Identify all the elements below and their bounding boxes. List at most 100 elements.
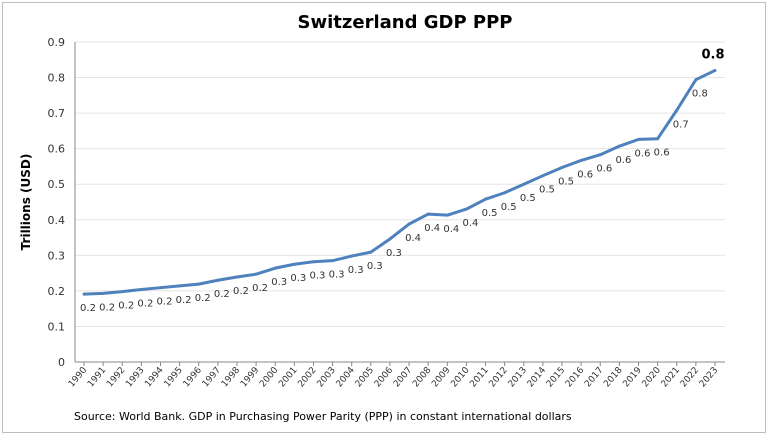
x-tick-label: 2023 [698,366,720,390]
data-point [464,207,468,211]
x-tick-label: 1999 [239,365,262,389]
data-label: 0.2 [214,289,230,300]
x-tick-label: 2010 [449,365,472,389]
data-point [120,290,124,294]
x-tick-label: 2020 [641,365,664,389]
data-point [598,153,602,157]
data-label: 0.2 [252,283,268,294]
data-label: 0.2 [157,297,173,308]
data-label: 0.6 [615,155,631,166]
data-point [197,282,201,286]
x-tick-label: 2006 [373,365,396,389]
data-point [311,260,315,264]
data-label: 0.3 [386,248,402,259]
x-tick-label: 1990 [67,365,90,389]
x-tick-label: 2008 [411,365,434,389]
x-tick-label: 2013 [507,366,529,390]
data-label: 0.2 [99,302,115,313]
data-label: 0.4 [443,224,459,235]
x-tick-label: 2018 [602,365,625,389]
data-point [388,237,392,241]
data-point [560,166,564,170]
x-tick-label: 2001 [277,366,299,390]
x-tick-label: 1993 [124,366,146,390]
x-tick-label: 1996 [182,365,205,389]
data-point [254,272,258,276]
data-label: 0.5 [520,193,536,204]
x-tick-label: 1997 [201,366,223,390]
x-tick-label: 2014 [526,365,549,389]
data-point [139,287,143,291]
data-label: 0.6 [635,148,651,159]
x-tick-label: 2012 [488,366,510,390]
source-note: Source: World Bank. GDP in Purchasing Po… [74,410,572,423]
x-tick-label: 1994 [143,365,166,389]
x-tick-label: 2021 [660,366,682,390]
x-tick-label: 1998 [220,365,243,389]
x-tick-label: 2017 [583,366,605,390]
x-tick-label: 1992 [105,366,127,390]
data-label: 0.8 [692,89,708,100]
y-tick-label: 0.8 [48,72,66,85]
data-label: 0.5 [482,208,498,219]
y-axis-label: Trillions (USD) [19,154,33,251]
data-label: 0.2 [118,301,134,312]
data-point [178,284,182,288]
data-label: 0.5 [558,177,574,188]
data-point [407,222,411,226]
data-point [82,292,86,296]
y-tick-label: 0.9 [48,36,66,49]
y-tick-label: 0.6 [48,143,66,156]
data-point [503,191,507,195]
data-label: 0.3 [290,273,306,284]
x-tick-label: 2000 [258,365,281,389]
data-point [216,278,220,282]
data-label: 0.2 [233,286,249,297]
x-tick-label: 2011 [468,366,490,390]
data-label: 0.3 [329,270,345,281]
data-point [617,144,621,148]
data-point [637,137,641,141]
y-tick-label: 0.4 [48,214,66,227]
data-point [350,254,354,258]
x-tick-label: 2016 [564,365,587,389]
data-point [713,68,717,72]
y-tick-label: 0 [58,356,65,369]
data-label: 0.2 [137,298,153,309]
data-point [369,250,373,254]
data-label: 0.5 [539,185,555,196]
y-tick-label: 0.2 [48,285,66,298]
data-label: 0.6 [654,148,670,159]
data-label: 0.6 [577,169,593,180]
y-tick-label: 0.7 [48,107,66,120]
x-tick-label: 2004 [335,365,358,389]
x-tick-label: 2005 [354,366,376,390]
data-label: 0.8 [701,47,724,62]
data-label: 0.4 [405,233,421,244]
data-point [158,286,162,290]
data-label: 0.2 [176,295,192,306]
data-label: 0.4 [424,223,440,234]
data-point [656,137,660,141]
x-tick-label: 1995 [163,366,185,390]
data-point [235,275,239,279]
data-point [292,262,296,266]
data-label: 0.4 [462,218,478,229]
data-label: 0.7 [673,119,689,130]
data-label: 0.3 [271,277,287,288]
x-tick-label: 2019 [621,365,644,389]
data-label: 0.3 [348,265,364,276]
data-point [694,78,698,82]
x-tick-label: 2015 [545,366,567,390]
x-tick-label: 2009 [430,365,453,389]
data-point [101,291,105,295]
data-point [445,213,449,217]
data-point [541,174,545,178]
x-tick-label: 2002 [296,366,318,390]
x-tick-label: 2007 [392,366,414,390]
data-point [484,197,488,201]
data-point [426,212,430,216]
chart-title: Switzerland GDP PPP [298,12,513,33]
chart-frame [2,2,766,433]
